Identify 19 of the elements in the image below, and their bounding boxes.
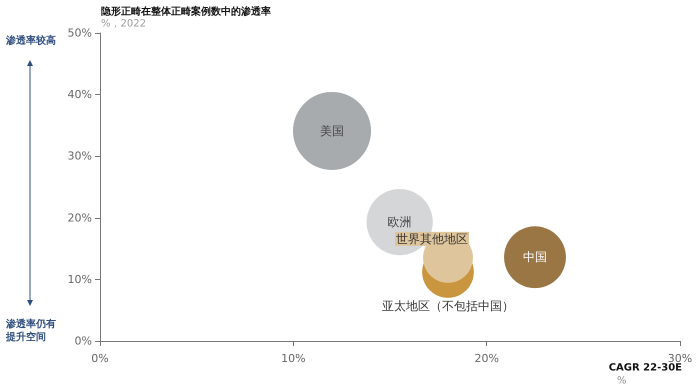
- y-tick-label: 40%: [68, 88, 92, 102]
- chart-title: 隐形正畸在整体正畸案例数中的渗透率: [101, 6, 271, 18]
- x-tick-label: 20%: [474, 352, 499, 365]
- y-tick-label: 0%: [74, 334, 92, 348]
- series-label: 世界其他地区: [396, 232, 468, 246]
- x-axis-title: CAGR 22-30E %: [608, 362, 682, 386]
- y-tick-label: 50%: [68, 26, 92, 40]
- x-tick-label: 10%: [281, 352, 306, 365]
- series-label: 美国: [320, 124, 344, 138]
- text: 渗透率仍有提升空间: [5, 318, 56, 343]
- series-label: 欧洲: [388, 215, 412, 230]
- series-label: 中国: [523, 250, 547, 264]
- series-label: 亚太地区（不包括中国）: [382, 298, 514, 313]
- y-tick-label: 10%: [68, 272, 92, 286]
- x-tick-label: 0%: [91, 352, 109, 365]
- y-tick-label: 20%: [68, 211, 92, 224]
- y-tick-label: 30%: [68, 150, 92, 163]
- chart-subtitle: %，2022: [101, 18, 146, 30]
- text: 渗透率较高: [5, 34, 56, 46]
